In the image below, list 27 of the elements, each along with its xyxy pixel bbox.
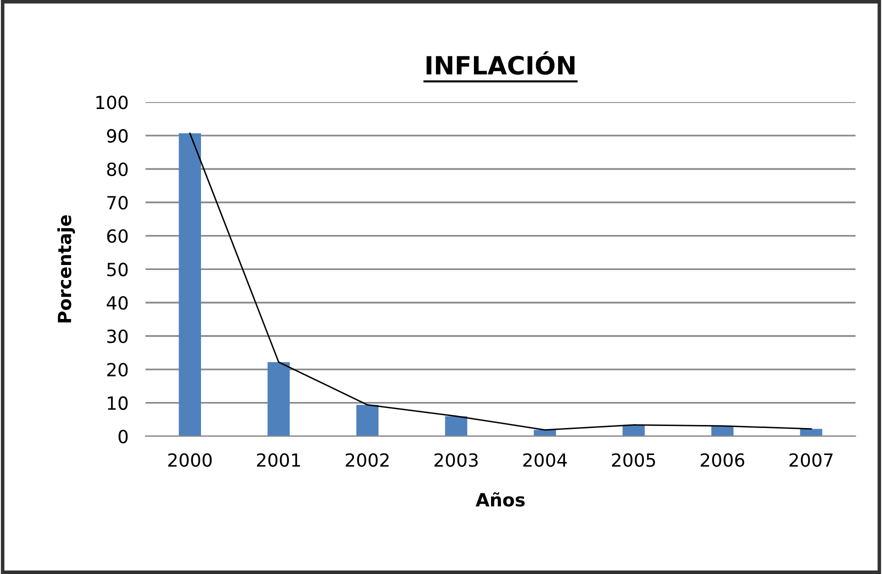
y-tick-label: 60: [107, 229, 128, 243]
bar: [356, 404, 378, 436]
x-tick-label: 2003: [434, 453, 478, 467]
y-tick-label: 70: [107, 196, 128, 210]
y-tick-label: 30: [107, 329, 128, 344]
x-tick-label: 2000: [168, 453, 212, 467]
y-tick-label: 20: [107, 362, 128, 377]
line-series: [189, 132, 812, 431]
x-tick-label: 2005: [612, 453, 656, 467]
y-tick-label: 10: [108, 396, 128, 410]
x-tick-label: 2007: [790, 453, 833, 467]
chart-title: INFLACIÓN: [426, 51, 574, 75]
y-tick-label: 50: [107, 262, 128, 276]
y-axis-title: Porcentaje: [57, 215, 75, 322]
bar: [178, 133, 201, 436]
x-axis-title: Años: [476, 492, 525, 507]
y-tick-label: 80: [107, 162, 128, 176]
x-tick-label: 2002: [346, 453, 389, 467]
x-tick-label: 2006: [700, 453, 744, 467]
y-tick-label: 40: [106, 296, 128, 310]
bar: [445, 416, 468, 436]
y-tick-label: 0: [118, 430, 128, 444]
x-tick-label: 2004: [523, 453, 567, 467]
y-tick-label: 100: [96, 96, 128, 110]
x-tick-label: 2001: [257, 453, 300, 467]
y-tick-label: 90: [107, 129, 128, 143]
bar: [268, 362, 290, 436]
